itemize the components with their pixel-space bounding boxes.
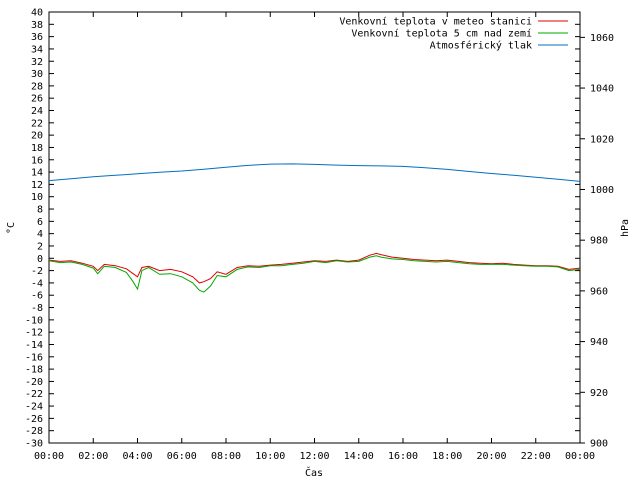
x-tick-label: 00:00 [565,451,595,462]
x-tick-label: 22:00 [521,451,551,462]
y-left-tick-label: -22 [25,389,43,400]
y-axis-right-label: hPa [620,219,631,237]
plot-frame [48,11,581,444]
x-tick-label: 14:00 [344,451,374,462]
x-axis: 00:00 02:00 04:00 06:00 08:00 10:00 12:00 14:00… [34,12,595,462]
legend: Venkovní teplota v meteo staniciVenkovní… [339,16,568,52]
x-tick-label: 16:00 [388,451,418,462]
y-right-tick-label: 1020 [590,134,614,145]
y-left-tick-label: -28 [25,426,43,437]
y-left-tick-label: 8 [37,205,43,216]
x-axis-label: Čas [305,466,323,479]
y-right-tick-label: 1040 [590,84,614,95]
x-tick-label: 10:00 [255,451,285,462]
y-right-tick-label: 940 [590,337,608,348]
y-left-tick-label: 0 [37,254,43,265]
series-line-1 [48,252,581,284]
y-left-tick-label: 10 [31,192,43,203]
y-right-tick-label: 900 [590,439,608,450]
right-axis: 900 920 940 960 980 1000 1020 1040 1060 [580,33,614,450]
y-left-tick-label: -14 [25,340,43,351]
x-tick-label: 20:00 [476,451,506,462]
y-left-tick-label: 6 [37,217,43,228]
y-left-tick-label: 40 [31,8,43,19]
y-left-tick-label: -30 [25,439,43,450]
legend-label: Venkovní teplota v meteo stanici [339,16,532,28]
y-left-tick-label: 22 [31,118,43,129]
y-left-tick-label: -16 [25,352,43,363]
y-left-tick-label: -12 [25,328,43,339]
y-left-tick-label: 14 [31,168,43,179]
y-left-tick-label: 18 [31,143,43,154]
y-left-tick-label: 26 [31,94,43,105]
y-left-tick-label: 24 [31,106,43,117]
x-tick-label: 18:00 [432,451,462,462]
y-left-tick-label: 20 [31,131,43,142]
y-right-tick-label: 1060 [590,33,614,44]
y-right-tick-label: 1000 [590,185,614,196]
series-line-3 [48,163,581,182]
y-left-tick-label: 4 [37,229,43,240]
y-axis-left-label: °C [6,222,17,234]
x-tick-label: 12:00 [299,451,329,462]
y-left-tick-label: 16 [31,155,43,166]
y-right-tick-label: 980 [590,236,608,247]
y-left-tick-label: -4 [31,278,43,289]
y-right-tick-label: 960 [590,286,608,297]
y-left-tick-label: -8 [31,303,43,314]
legend-label: Venkovní teplota 5 cm nad zemí [351,28,532,40]
x-tick-label: 00:00 [34,451,64,462]
y-left-tick-label: 2 [37,241,43,252]
y-left-tick-label: -18 [25,365,43,376]
y-left-tick-label: 12 [31,180,43,191]
series-layer [48,163,581,293]
y-left-tick-label: 34 [31,44,43,55]
x-tick-label: 08:00 [211,451,241,462]
y-left-tick-label: -6 [31,291,43,302]
y-left-tick-label: -20 [25,377,43,388]
y-left-tick-label: 28 [31,81,43,92]
y-left-tick-label: -2 [31,266,43,277]
x-tick-label: 04:00 [122,451,152,462]
series-line-2 [48,255,581,293]
legend-label: Atmosférický tlak [430,40,532,52]
x-tick-label: 02:00 [78,451,108,462]
y-left-tick-label: 36 [31,32,43,43]
left-axis: -30-28-26-24-22-20-18-16-14-12-10-8-6-4-… [25,8,580,450]
y-right-tick-label: 920 [590,388,608,399]
y-left-tick-label: 38 [31,20,43,31]
y-left-tick-label: 32 [31,57,43,68]
x-tick-label: 06:00 [167,451,197,462]
y-left-tick-label: -24 [25,402,43,413]
y-left-tick-label: -26 [25,414,43,425]
y-left-tick-label: -10 [25,315,43,326]
y-left-tick-label: 30 [31,69,43,80]
